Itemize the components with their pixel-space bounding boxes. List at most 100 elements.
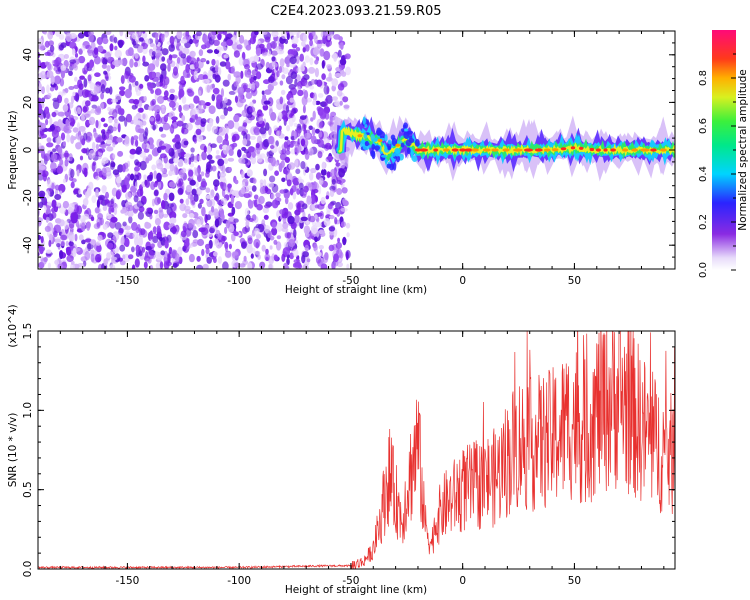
noise-speckle xyxy=(287,215,295,225)
noise-speckle xyxy=(34,113,37,119)
noise-speckle xyxy=(276,116,281,123)
noise-speckle xyxy=(77,107,82,115)
noise-speckle xyxy=(49,125,55,131)
noise-speckle xyxy=(294,78,298,88)
noise-speckle xyxy=(68,241,74,247)
noise-speckle xyxy=(281,227,289,232)
noise-speckle xyxy=(255,242,260,249)
noise-speckle xyxy=(341,187,348,194)
noise-speckle xyxy=(39,113,44,120)
noise-speckle xyxy=(151,98,156,106)
noise-speckle xyxy=(87,31,95,36)
noise-speckle xyxy=(295,47,301,52)
noise-speckle xyxy=(269,145,275,149)
noise-speckle xyxy=(335,242,342,249)
signal-peak xyxy=(502,148,510,152)
noise-speckle xyxy=(273,254,278,261)
noise-speckle xyxy=(309,172,314,181)
noise-speckle xyxy=(171,116,178,121)
noise-speckle xyxy=(200,58,207,63)
noise-speckle xyxy=(101,56,105,64)
noise-speckle xyxy=(78,234,84,241)
noise-speckle xyxy=(337,49,342,58)
spectrogram-axes: -150 -100 -50 0 50 -40 -20 0 20 40 xyxy=(22,30,675,287)
noise-speckle xyxy=(332,261,339,267)
noise-speckle xyxy=(290,109,295,118)
noise-speckle xyxy=(62,104,69,112)
noise-speckle xyxy=(340,221,346,228)
noise-speckle xyxy=(242,122,248,127)
noise-speckle xyxy=(283,168,287,175)
noise-speckle xyxy=(46,205,51,210)
noise-speckle xyxy=(54,194,62,200)
noise-speckle xyxy=(157,181,162,190)
signal-blob xyxy=(397,140,403,145)
noise-speckle xyxy=(310,78,316,85)
noise-speckle xyxy=(243,193,251,199)
noise-speckle xyxy=(340,42,344,50)
colorbar-gradient xyxy=(712,30,736,270)
noise-speckle xyxy=(308,125,313,131)
noise-speckle xyxy=(95,188,99,198)
noise-speckle xyxy=(190,60,194,66)
signal-band xyxy=(331,113,675,182)
noise-speckle xyxy=(249,135,256,140)
noise-speckle xyxy=(46,207,51,217)
noise-speckle xyxy=(176,56,181,64)
noise-speckle xyxy=(59,250,64,260)
noise-speckle xyxy=(134,236,140,246)
noise-speckle xyxy=(327,203,333,210)
noise-speckle xyxy=(323,218,331,227)
noise-speckle xyxy=(320,196,326,205)
noise-speckle xyxy=(38,234,42,240)
signal-blob xyxy=(387,145,392,151)
snr-xlabel: Height of straight line (km) xyxy=(285,584,427,596)
noise-speckle xyxy=(287,202,294,210)
noise-speckle xyxy=(287,173,293,182)
noise-speckle xyxy=(185,238,190,248)
noise-speckle xyxy=(233,114,240,123)
signal-blob xyxy=(364,140,369,147)
noise-speckle xyxy=(83,132,88,141)
noise-speckle xyxy=(143,174,147,179)
noise-speckle xyxy=(222,79,230,87)
noise-speckle xyxy=(109,160,115,170)
noise-speckle xyxy=(85,100,91,107)
noise-speckle xyxy=(38,190,46,198)
signal-peak xyxy=(443,148,450,152)
noise-speckle xyxy=(92,161,97,167)
noise-speckle xyxy=(119,89,126,97)
noise-speckle xyxy=(115,176,122,184)
noise-speckle xyxy=(156,254,163,261)
noise-speckle xyxy=(112,231,120,241)
noise-speckle xyxy=(181,115,186,122)
noise-speckle xyxy=(216,94,223,104)
noise-speckle xyxy=(304,55,310,63)
noise-speckle xyxy=(117,164,124,173)
noise-speckle xyxy=(105,191,109,199)
noise-speckle xyxy=(333,34,341,40)
noise-speckle xyxy=(80,222,86,232)
noise-speckle xyxy=(338,168,346,178)
noise-speckle xyxy=(290,71,297,80)
noise-speckle xyxy=(103,70,108,75)
noise-speckle xyxy=(69,59,77,64)
noise-speckle xyxy=(228,148,234,156)
signal-blob xyxy=(400,142,405,148)
noise-speckle xyxy=(333,207,339,215)
noise-speckle xyxy=(89,59,95,68)
noise-speckle xyxy=(138,37,144,42)
colorbar-tick-label: 0.6 xyxy=(698,118,709,134)
noise-speckle xyxy=(186,55,192,62)
noise-speckle xyxy=(329,114,333,123)
noise-speckle xyxy=(314,59,319,65)
noise-speckle xyxy=(210,206,215,213)
noise-speckle xyxy=(320,263,328,269)
noise-speckle xyxy=(112,169,120,176)
signal-blob xyxy=(403,128,409,132)
signal-blob xyxy=(374,145,380,151)
noise-speckle xyxy=(328,244,335,252)
noise-speckle xyxy=(130,173,135,181)
noise-speckle xyxy=(112,142,116,148)
noise-speckle xyxy=(95,143,99,150)
